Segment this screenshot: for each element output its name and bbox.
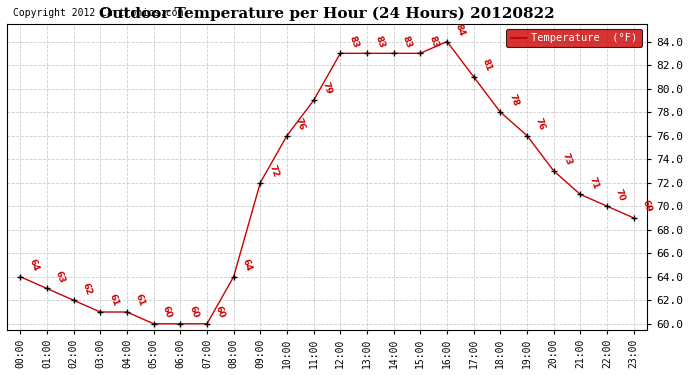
Text: 60: 60 — [187, 305, 200, 320]
Text: 63: 63 — [54, 270, 67, 284]
Text: 60: 60 — [214, 305, 226, 320]
Text: 76: 76 — [294, 117, 306, 132]
Text: 78: 78 — [507, 93, 520, 108]
Text: 83: 83 — [347, 34, 360, 49]
Text: 83: 83 — [401, 34, 413, 49]
Text: 84: 84 — [454, 22, 466, 38]
Text: 69: 69 — [640, 199, 653, 214]
Text: 81: 81 — [481, 58, 493, 73]
Legend: Temperature  (°F): Temperature (°F) — [506, 29, 642, 47]
Text: 61: 61 — [134, 293, 147, 308]
Text: 83: 83 — [427, 34, 440, 49]
Text: 76: 76 — [534, 117, 546, 132]
Text: 73: 73 — [561, 152, 573, 167]
Text: 61: 61 — [107, 293, 120, 308]
Text: 79: 79 — [321, 81, 333, 96]
Text: Copyright 2012 Cartronics.com: Copyright 2012 Cartronics.com — [13, 8, 184, 18]
Text: 70: 70 — [614, 187, 627, 202]
Title: Outdoor Temperature per Hour (24 Hours) 20120822: Outdoor Temperature per Hour (24 Hours) … — [99, 7, 555, 21]
Text: 60: 60 — [161, 305, 173, 320]
Text: 72: 72 — [267, 164, 280, 178]
Text: 64: 64 — [241, 258, 253, 273]
Text: 62: 62 — [81, 281, 93, 296]
Text: 64: 64 — [27, 258, 40, 273]
Text: 71: 71 — [587, 175, 600, 190]
Text: 83: 83 — [374, 34, 386, 49]
